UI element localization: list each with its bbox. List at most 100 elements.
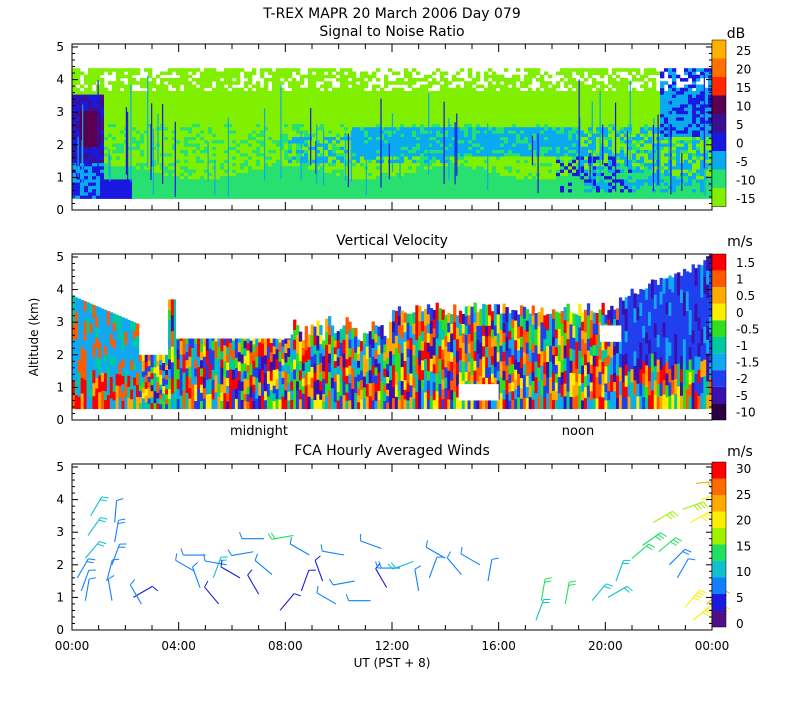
snr-cell	[332, 117, 337, 121]
snr-cell	[200, 123, 205, 128]
snr-cell	[556, 162, 561, 167]
snr-cell	[216, 139, 221, 144]
snr-cell	[460, 120, 465, 124]
snr-cell	[436, 166, 441, 170]
snr-cell	[360, 130, 365, 134]
snr-cell	[232, 100, 237, 105]
snr-cell	[336, 97, 341, 102]
snr-cell	[384, 149, 389, 154]
snr-cell	[252, 123, 257, 128]
snr-cell	[396, 130, 401, 134]
snr-cell	[352, 110, 357, 115]
snr-cell	[600, 185, 605, 190]
snr-cell	[388, 166, 393, 170]
snr-cell	[188, 152, 193, 157]
snr-cell	[184, 188, 189, 193]
snr-cell	[260, 136, 265, 141]
snr-cell	[176, 179, 181, 183]
snr-cell	[304, 146, 309, 150]
snr-cell	[276, 126, 281, 131]
snr-cell	[132, 91, 137, 95]
snr-cell	[468, 110, 473, 115]
snr-cell	[352, 91, 357, 95]
snr-cell	[344, 143, 349, 147]
snr-cell	[240, 107, 245, 111]
snr-cell	[268, 113, 273, 118]
snr-cell	[148, 130, 153, 134]
snr-cell	[284, 195, 289, 199]
snr-cell	[560, 71, 565, 76]
snr-cell	[176, 136, 181, 141]
snr-cell	[356, 97, 361, 102]
snr-cell	[356, 146, 361, 150]
snr-cell	[296, 136, 301, 141]
snr-cell	[144, 84, 149, 89]
snr-cell	[364, 113, 369, 118]
snr-cell	[340, 107, 345, 111]
snr-cell	[164, 133, 169, 137]
snr-cell	[308, 166, 313, 170]
snr-cell	[540, 104, 545, 108]
snr-cell	[76, 110, 81, 115]
snr-cell	[436, 179, 441, 183]
snr-cell	[496, 149, 501, 154]
snr-cell	[332, 74, 337, 79]
snr-cell	[332, 166, 337, 170]
snr-cell	[280, 81, 285, 85]
snr-cell	[328, 169, 333, 173]
snr-cell	[272, 123, 277, 128]
snr-cell	[180, 117, 185, 121]
snr-cell	[184, 172, 189, 177]
snr-cell	[244, 156, 249, 160]
snr-cell	[592, 100, 597, 105]
snr-cell	[288, 91, 293, 95]
snr-cell	[152, 97, 157, 102]
snr-cell	[452, 182, 457, 186]
snr-cell	[328, 149, 333, 154]
snr-cell	[304, 179, 309, 183]
snr-cell	[152, 107, 157, 111]
snr-cell	[388, 100, 393, 105]
snr-cell	[192, 195, 197, 199]
snr-cell	[284, 172, 289, 177]
snr-cell	[288, 136, 293, 141]
snr-cell	[376, 130, 381, 134]
snr-cell	[200, 91, 205, 95]
snr-cell	[560, 117, 565, 121]
snr-cell	[268, 130, 273, 134]
snr-cell	[424, 113, 429, 118]
snr-cell	[192, 100, 197, 105]
snr-cell	[296, 123, 301, 128]
snr-cell	[420, 172, 425, 177]
snr-cell	[276, 136, 281, 141]
snr-cell	[488, 74, 493, 79]
snr-cell	[440, 175, 445, 180]
snr-cell	[348, 162, 353, 167]
snr-cell	[412, 156, 417, 160]
snr-cell	[376, 152, 381, 157]
snr-cell	[552, 91, 557, 95]
snr-cell	[272, 139, 277, 144]
snr-cell	[260, 185, 265, 190]
snr-cell	[524, 126, 529, 131]
snr-cell	[276, 159, 281, 164]
snr-cell	[532, 104, 537, 108]
snr-cell	[228, 78, 233, 82]
snr-cell	[192, 104, 197, 108]
snr-cell	[576, 130, 581, 134]
snr-cell	[448, 166, 453, 170]
snr-cell	[588, 107, 593, 111]
snr-cell	[408, 117, 413, 121]
snr-cell	[196, 188, 201, 193]
snr-cell	[424, 179, 429, 183]
snr-cell	[192, 78, 197, 82]
snr-cell	[300, 133, 305, 137]
snr-cell	[360, 143, 365, 147]
snr-cell	[180, 162, 185, 167]
snr-cell	[500, 94, 505, 98]
snr-cell	[256, 188, 261, 193]
snr-cell	[436, 195, 441, 199]
snr-cell	[296, 156, 301, 160]
snr-cell	[604, 152, 609, 157]
snr-cell	[500, 120, 505, 124]
